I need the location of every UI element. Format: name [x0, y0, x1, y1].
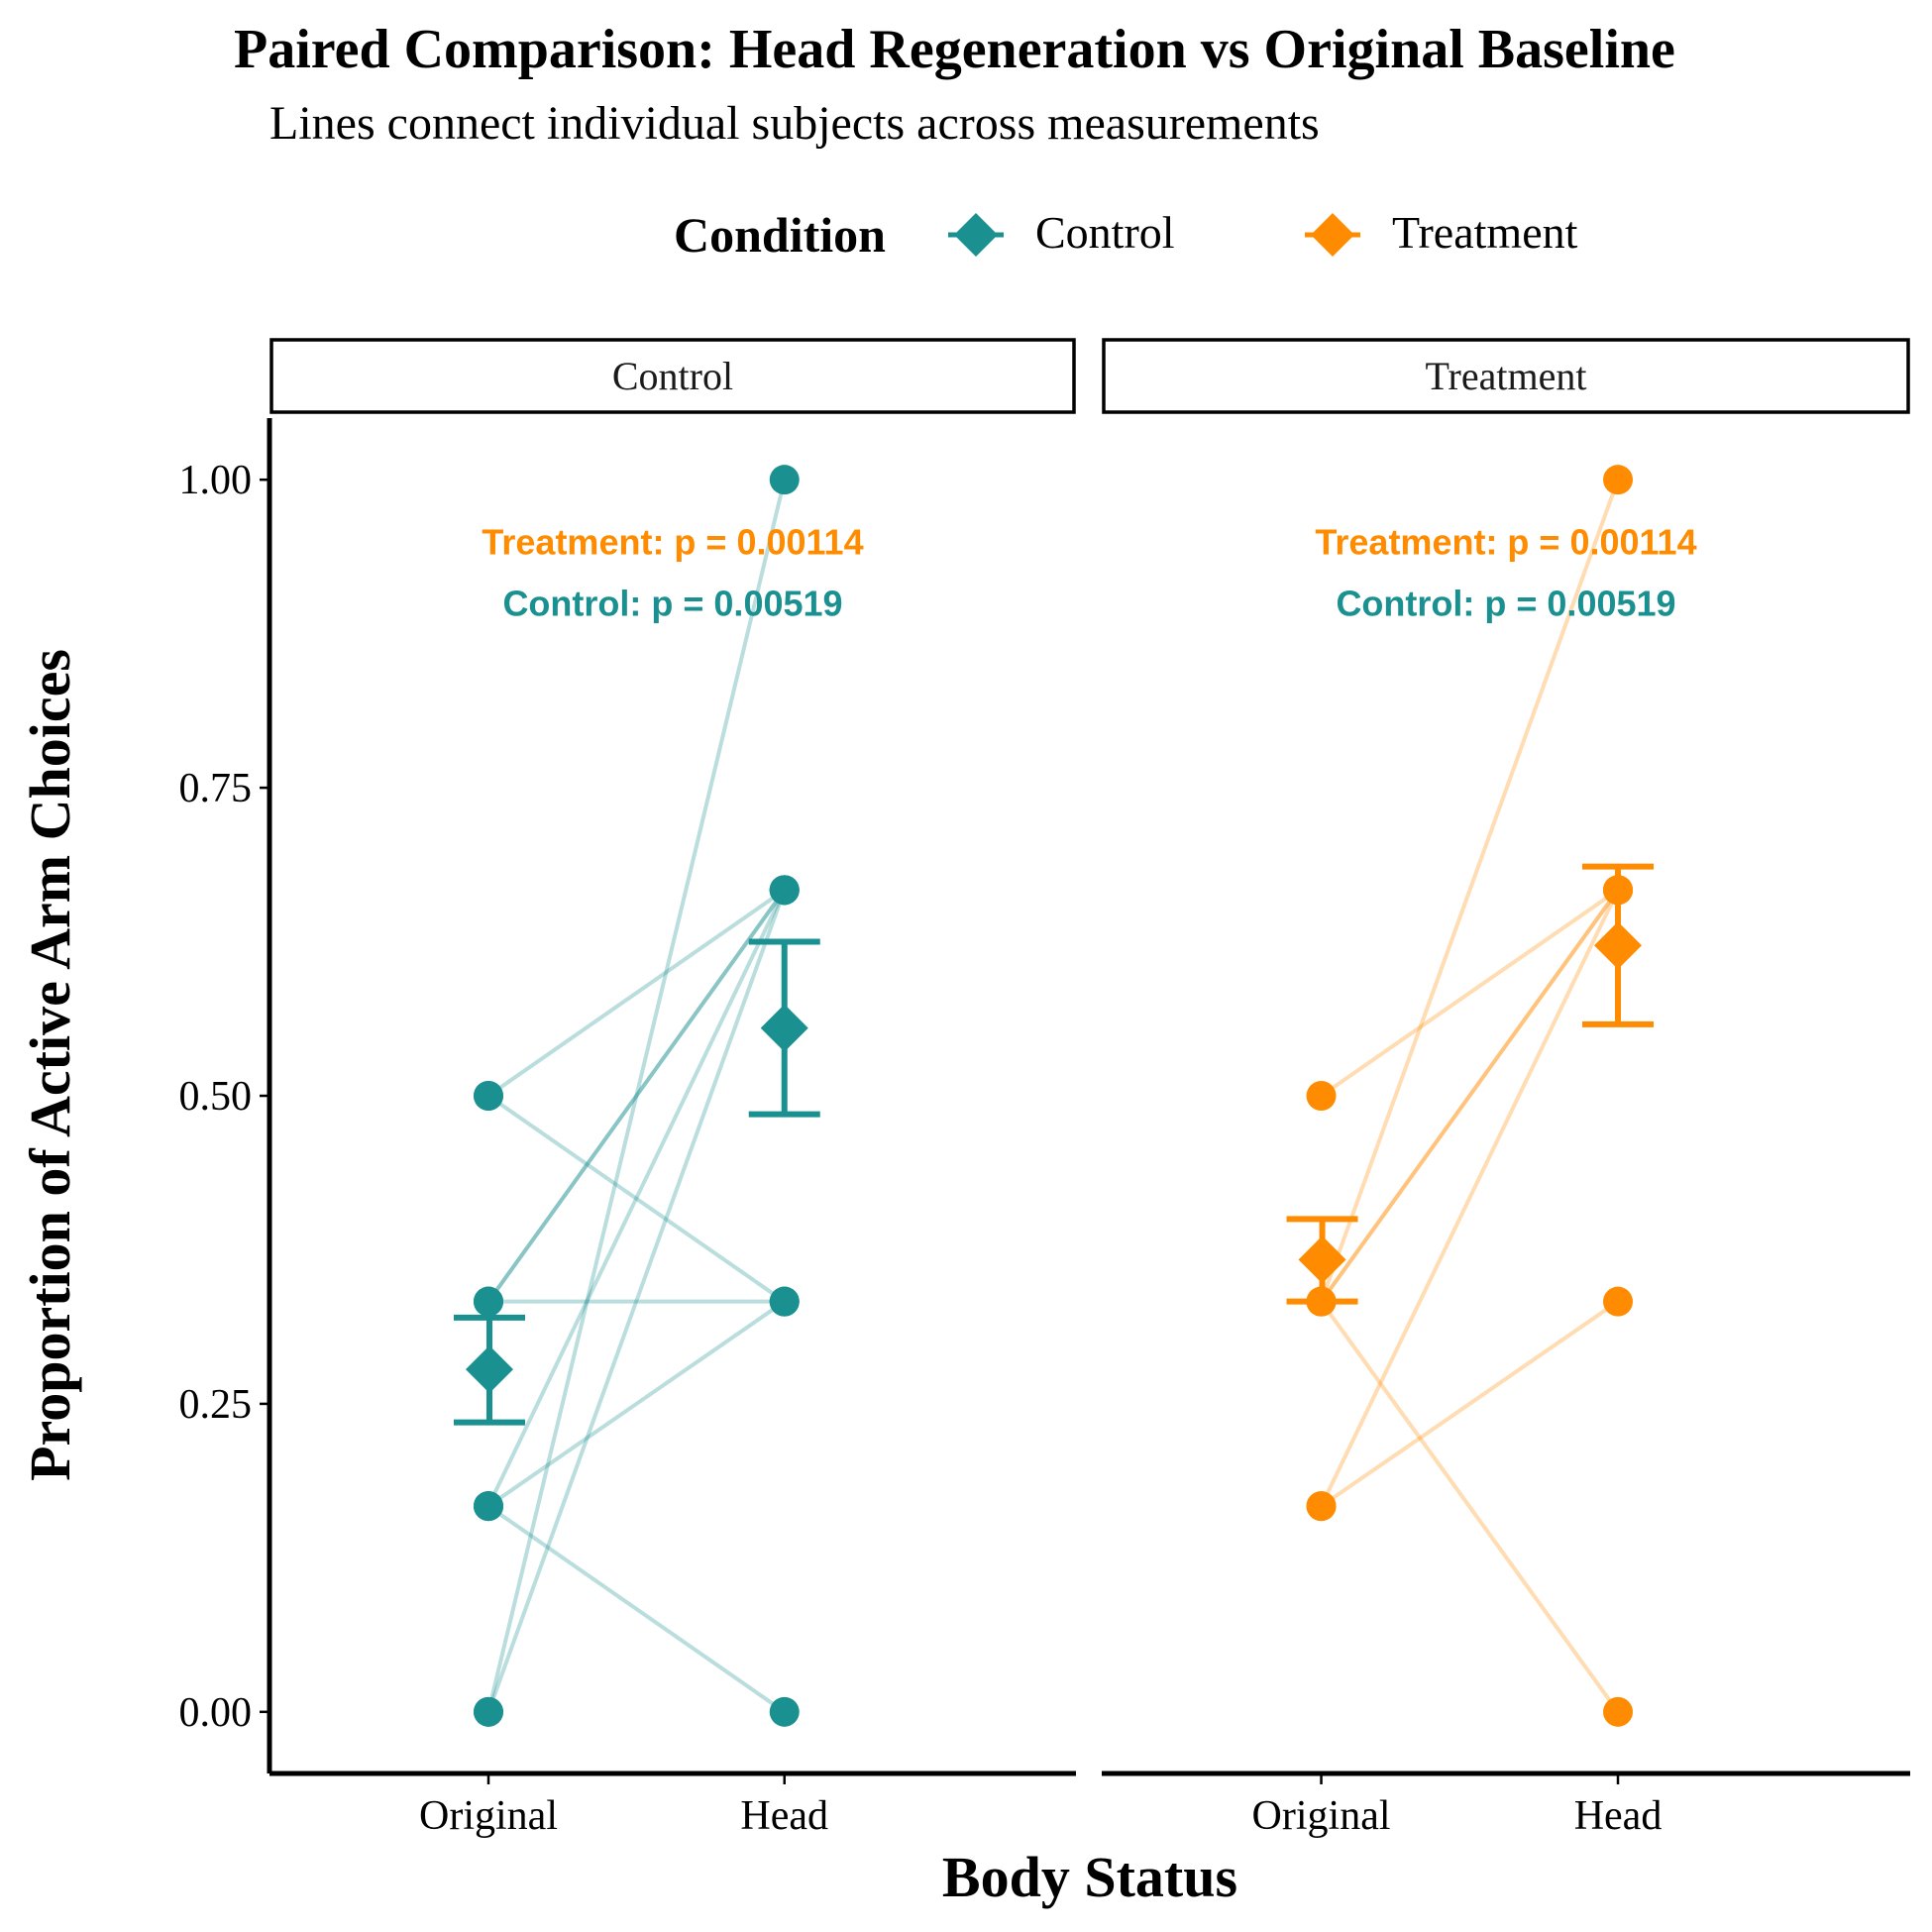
legend: Condition Control Treatment — [674, 207, 1578, 263]
subject-line — [1320, 1300, 1620, 1508]
y-axis-title: Proportion of Active Arm Choices — [18, 649, 82, 1481]
facet-strip-label: Treatment — [1426, 354, 1587, 398]
point-original — [1306, 1081, 1337, 1111]
mean-errorbar-head — [748, 938, 820, 1118]
mean-errorbar-original — [454, 1314, 526, 1426]
p-value-annotation: Control: p = 0.00519 — [1336, 584, 1675, 624]
y-tick-label: 0.75 — [179, 766, 253, 811]
facet-control: Control 0.00 0.25 0.50 0.75 1.00 Original Head T… — [179, 338, 1076, 1839]
facet-treatment: Treatment Original Head Treatment: p = 0.00… — [1102, 338, 1910, 1839]
mean-diamond — [466, 1345, 514, 1394]
y-tick-label: 0.25 — [179, 1382, 253, 1428]
legend-item-control: Control — [948, 207, 1175, 258]
subject-line — [486, 479, 787, 1713]
mean-errorbar-original — [1286, 1216, 1358, 1305]
subject-line — [1320, 888, 1620, 1098]
subject-line — [486, 1094, 786, 1304]
p-value-annotation: Control: p = 0.00519 — [502, 584, 842, 624]
legend-key-diamond — [1311, 213, 1354, 257]
subject-line — [1319, 889, 1620, 1303]
legend-label: Control — [1035, 207, 1175, 258]
mean-errorbar-head — [1582, 863, 1655, 1027]
point-original — [1306, 1491, 1337, 1522]
y-tick-label: 0.00 — [179, 1690, 253, 1736]
mean-diamond — [760, 1004, 808, 1052]
x-tick-label: Head — [1574, 1793, 1663, 1839]
legend-key-diamond — [954, 213, 998, 257]
subject-line — [1319, 479, 1620, 1303]
mean-diamond — [1594, 921, 1643, 970]
subject-line — [486, 1504, 786, 1714]
p-value-annotation: Treatment: p = 0.00114 — [482, 521, 863, 562]
x-tick-label: Original — [1252, 1793, 1391, 1839]
chart-title: Paired Comparison: Head Regeneration vs … — [234, 19, 1675, 80]
point-head — [769, 1286, 800, 1317]
subject-line — [486, 889, 787, 1507]
point-head — [1603, 1696, 1634, 1727]
subject-line — [1319, 889, 1620, 1303]
chart-subtitle: Lines connect individual subjects across… — [269, 97, 1320, 150]
subject-line — [486, 889, 787, 1303]
subject-line — [486, 889, 787, 1713]
legend-title: Condition — [674, 207, 886, 263]
y-tick-label: 1.00 — [179, 458, 253, 503]
point-head — [769, 875, 800, 906]
point-head — [1603, 1286, 1634, 1317]
legend-items: Control Treatment — [948, 207, 1578, 258]
point-original — [474, 1286, 504, 1317]
facet-strip — [269, 338, 1076, 414]
legend-item-treatment: Treatment — [1305, 207, 1578, 258]
subject-line — [1319, 889, 1620, 1507]
subject-line — [486, 889, 787, 1303]
subject-line — [1319, 1300, 1620, 1713]
x-tick-label: Head — [740, 1793, 828, 1839]
legend-label: Treatment — [1392, 207, 1578, 258]
x-axis-title: Body Status — [942, 1845, 1237, 1909]
facet-strip — [1102, 338, 1910, 414]
point-original — [474, 1491, 504, 1522]
y-tick-label: 0.50 — [179, 1074, 253, 1120]
point-head — [769, 465, 800, 495]
point-original — [474, 1696, 504, 1727]
facet-strip-label: Control — [612, 354, 733, 398]
point-head — [1603, 465, 1634, 495]
subject-line — [486, 888, 786, 1098]
x-tick-label: Original — [419, 1793, 558, 1839]
mean-diamond — [1298, 1235, 1346, 1284]
point-head — [769, 1696, 800, 1727]
p-value-annotation: Treatment: p = 0.00114 — [1315, 521, 1696, 562]
point-original — [474, 1081, 504, 1111]
subject-line — [486, 1300, 786, 1508]
